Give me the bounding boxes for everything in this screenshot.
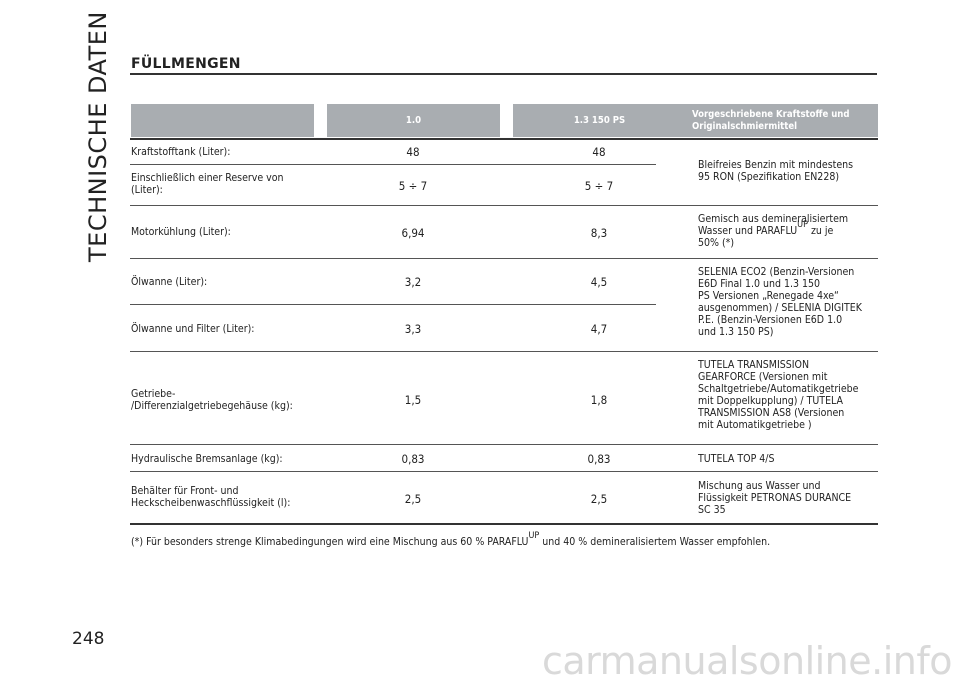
table-row-label: Kraftstofftank (Liter): xyxy=(131,146,231,158)
watermark: carmanualsonline.info xyxy=(541,639,953,683)
row-rule xyxy=(130,205,878,206)
table-cell-value: 48 xyxy=(406,145,420,159)
table-cell-value: 3,3 xyxy=(404,322,422,336)
header-col-1-0: 1.0 xyxy=(327,104,500,137)
heading-rule xyxy=(130,73,877,75)
table-cell-value: 48 xyxy=(592,145,606,159)
table-row-label: Ölwanne (Liter): xyxy=(131,276,208,288)
table-cell-value: 5 ÷ 7 xyxy=(584,179,614,193)
table-cell-value: 2,5 xyxy=(590,492,608,506)
spec-fuel: Bleifreies Benzin mit mindestens 95 RON (… xyxy=(698,159,854,183)
header-specs-line1: Vorgeschriebene Kraftstoffe und xyxy=(692,108,850,120)
spec-brake-fluid: TUTELA TOP 4/S xyxy=(698,453,775,465)
table-row-label: Hydraulische Bremsanlage (kg): xyxy=(131,453,283,465)
table-row-label: Einschließlich einer Reserve von (Liter): xyxy=(131,172,284,196)
page-heading: FÜLLMENGEN xyxy=(131,56,241,72)
spec-transmission: TUTELA TRANSMISSION GEARFORCE (Versionen … xyxy=(698,359,859,431)
page-number: 248 xyxy=(72,629,105,649)
header-specs-line2: Originalschmiermittel xyxy=(692,120,798,132)
table-cell-value: 5 ÷ 7 xyxy=(398,179,428,193)
spec-coolant: Gemisch aus demineralisiertem Wasser und… xyxy=(698,213,849,249)
table-bottom-rule xyxy=(130,523,878,525)
table-cell-value: 2,5 xyxy=(404,492,422,506)
table-cell-value: 3,2 xyxy=(404,275,422,289)
table-cell-value: 1,8 xyxy=(590,393,608,407)
row-rule xyxy=(130,471,878,472)
table-cell-value: 4,5 xyxy=(590,275,608,289)
row-rule xyxy=(130,351,878,352)
table-cell-value: 0,83 xyxy=(401,452,425,466)
table-row-label: Motorkühlung (Liter): xyxy=(131,226,231,238)
table-cell-value: 1,5 xyxy=(404,393,422,407)
row-rule xyxy=(130,258,878,259)
table-cell-value: 8,3 xyxy=(590,226,608,240)
table-row-label: Behälter für Front- und Heckscheibenwasch… xyxy=(131,485,291,509)
table-cell-value: 6,94 xyxy=(401,226,425,240)
table-cell-value: 4,7 xyxy=(590,322,608,336)
header-col-1-3: 1.3 150 PS xyxy=(513,104,686,137)
table-top-rule xyxy=(130,138,878,140)
row-rule xyxy=(130,444,878,445)
spec-engine-oil: SELENIA ECO2 (Benzin-Versionen E6D Final … xyxy=(698,266,862,338)
header-col-label xyxy=(131,104,314,137)
header-col-specs: Vorgeschriebene Kraftstoffe und Original… xyxy=(686,104,878,137)
table-row-label: Ölwanne und Filter (Liter): xyxy=(131,323,255,335)
table-cell-value: 0,83 xyxy=(587,452,611,466)
table-row-label: Getriebe-/Differenzialgetriebegehäuse (k… xyxy=(131,388,293,412)
row-rule xyxy=(130,164,656,165)
row-rule xyxy=(130,304,656,305)
footnote: (*) Für besonders strenge Klimabedingung… xyxy=(131,531,771,549)
section-side-title: TECHNISCHE DATEN xyxy=(84,11,112,262)
spec-washer-fluid: Mischung aus Wasser und Flüssigkeit PETRO… xyxy=(698,480,852,516)
